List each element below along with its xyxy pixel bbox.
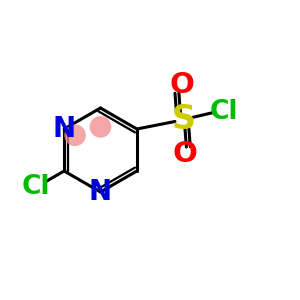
Text: N: N — [52, 115, 76, 143]
Text: Cl: Cl — [21, 175, 50, 200]
Text: N: N — [89, 178, 112, 206]
Text: S: S — [171, 103, 195, 136]
Circle shape — [64, 124, 86, 146]
Circle shape — [90, 116, 111, 138]
Text: O: O — [169, 71, 194, 100]
Text: Cl: Cl — [210, 100, 238, 125]
Text: O: O — [172, 140, 197, 169]
